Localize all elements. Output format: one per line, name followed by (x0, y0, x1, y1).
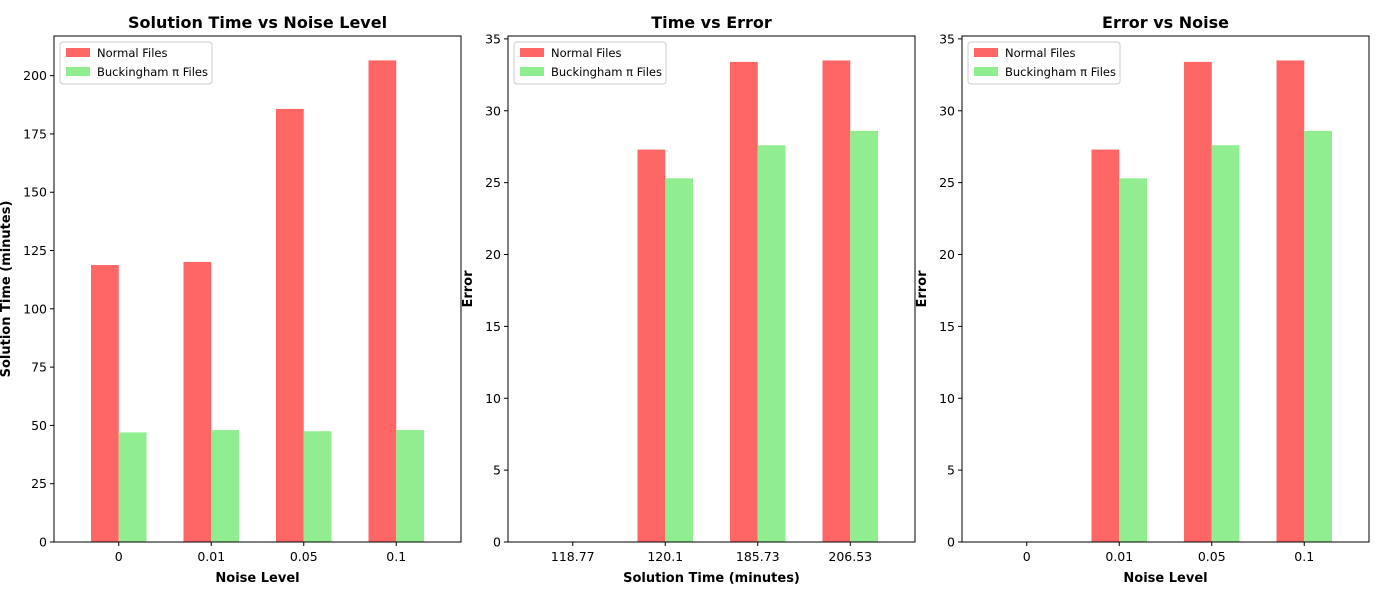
bar-buckingham-1 (665, 178, 693, 542)
y-tick-label: 15 (939, 319, 955, 334)
bar-buckingham-2 (757, 145, 786, 542)
bar-buckingham-1 (1119, 178, 1147, 542)
y-tick-label: 30 (939, 103, 955, 118)
bar-buckingham-3 (850, 130, 878, 542)
y-tick-label: 5 (947, 463, 955, 478)
legend-label-normal: Normal Files (1005, 46, 1076, 60)
bar-buckingham-1 (211, 430, 239, 542)
bar-normal-2 (730, 61, 758, 542)
bar-normal-0 (91, 265, 119, 542)
y-tick-label: 5 (493, 463, 501, 478)
legend-label-normal: Normal Files (551, 46, 622, 60)
chart-title: Solution Time vs Noise Level (128, 13, 387, 32)
chart-panel-1: 0 25 50 75 100 125 150 175 200 0 0.01 0.05 0.1 Soluti… (0, 13, 462, 586)
legend-box (59, 41, 213, 85)
bar-buckingham-2 (1211, 145, 1240, 542)
y-axis-label: Error (915, 270, 930, 308)
bar-normal-1 (1091, 149, 1120, 542)
y-tick-label: 25 (31, 476, 47, 491)
legend-label-normal: Normal Files (97, 46, 168, 60)
y-tick-label: 100 (23, 301, 47, 316)
x-tick-label: 0.1 (1294, 549, 1314, 564)
x-tick-label: 0.1 (386, 549, 406, 564)
axes-frame (507, 35, 916, 543)
y-tick-label: 20 (939, 247, 955, 262)
y-tick-label: 25 (485, 175, 501, 190)
x-tick-label: 0.05 (290, 549, 318, 564)
x-tick-label: 0 (115, 549, 123, 564)
x-tick-label: 0.01 (1105, 549, 1133, 564)
x-tick-label: 206.53 (828, 549, 872, 564)
legend-swatch-normal (520, 48, 544, 57)
bar-buckingham-0 (118, 432, 147, 542)
bar-normal-2 (1184, 61, 1212, 542)
bar-normal-3 (822, 60, 851, 542)
y-tick-label: 150 (23, 185, 47, 200)
y-tick-label: 10 (485, 391, 501, 406)
y-tick-label: 175 (23, 126, 47, 141)
x-tick-label: 0.01 (197, 549, 225, 564)
legend-swatch-normal (66, 48, 90, 57)
bar-buckingham-2 (303, 431, 332, 542)
x-tick-label: 118.77 (551, 549, 595, 564)
chart-title: Error vs Noise (1102, 13, 1229, 32)
x-axis-label: Noise Level (215, 571, 299, 586)
y-tick-label: 50 (31, 418, 47, 433)
y-tick-label: 0 (947, 535, 955, 550)
chart-panel-3: 0 5 10 15 20 25 30 35 0 0.01 0.05 0.1 Error vs Noise… (915, 13, 1370, 586)
y-tick-label: 200 (23, 68, 47, 83)
x-tick-label: 120.1 (647, 549, 683, 564)
legend: Normal Files Buckingham π Files (59, 41, 213, 85)
y-tick-label: 75 (31, 360, 47, 375)
legend-swatch-buckingham (974, 67, 998, 76)
bar-normal-1 (637, 149, 666, 542)
axes-frame (53, 35, 462, 543)
y-tick-label: 25 (939, 175, 955, 190)
y-tick-label: 0 (493, 535, 501, 550)
x-axis-label: Solution Time (minutes) (623, 571, 800, 586)
axes-frame (961, 35, 1370, 543)
y-tick-label: 30 (485, 103, 501, 118)
legend-swatch-buckingham (66, 67, 90, 76)
y-tick-label: 10 (939, 391, 955, 406)
bar-normal-3 (1276, 60, 1305, 542)
bar-normal-1 (183, 261, 212, 542)
y-tick-label: 35 (485, 31, 501, 46)
legend-label-buckingham: Buckingham π Files (97, 65, 208, 79)
legend: Normal Files Buckingham π Files (967, 41, 1121, 85)
legend-box (967, 41, 1121, 85)
y-tick-label: 20 (485, 247, 501, 262)
y-axis-label: Error (461, 270, 476, 308)
x-tick-label: 0.05 (1198, 549, 1226, 564)
legend-box (513, 41, 667, 85)
chart-title: Time vs Error (651, 13, 772, 32)
bar-normal-3 (368, 60, 397, 543)
y-tick-label: 0 (39, 535, 47, 550)
bar-buckingham-3 (396, 430, 424, 542)
bar-normal-2 (276, 108, 304, 543)
y-axis-label: Solution Time (minutes) (0, 201, 14, 378)
legend-swatch-normal (974, 48, 998, 57)
bar-buckingham-3 (1304, 130, 1332, 542)
legend: Normal Files Buckingham π Files (513, 41, 667, 85)
legend-label-buckingham: Buckingham π Files (1005, 65, 1116, 79)
x-tick-label: 0 (1023, 549, 1031, 564)
chart-panel-2: 0 5 10 15 20 25 30 35 118.77 120.1 185.73 206.53 Tim… (461, 13, 916, 586)
legend-swatch-buckingham (520, 67, 544, 76)
y-tick-label: 125 (23, 243, 47, 258)
x-tick-label: 185.73 (736, 549, 780, 564)
x-axis-label: Noise Level (1123, 571, 1207, 586)
legend-label-buckingham: Buckingham π Files (551, 65, 662, 79)
y-tick-label: 15 (485, 319, 501, 334)
y-tick-label: 35 (939, 31, 955, 46)
